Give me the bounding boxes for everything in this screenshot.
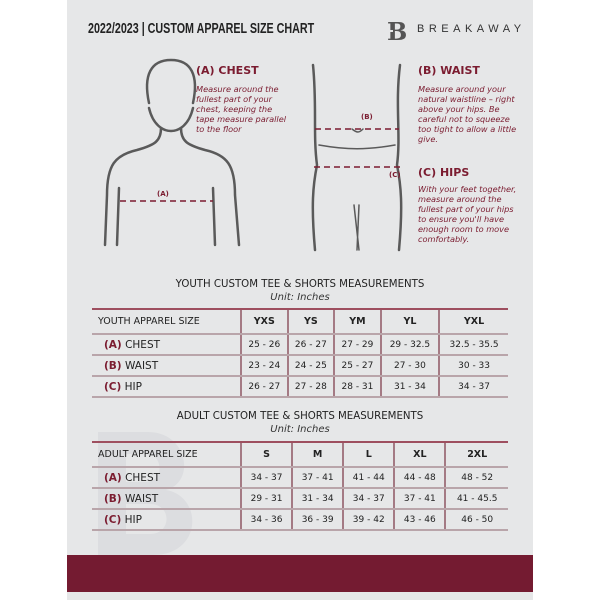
table-row: (A) CHEST 34 - 37 37 - 41 41 - 44 44 - 48 48 …	[92, 466, 508, 489]
measurement-cell: 32.5 - 35.5	[438, 333, 508, 356]
measurement-cell: 34 - 37	[342, 487, 395, 510]
table-row: (A) CHEST 25 - 26 26 - 27 27 - 29 29 - 32.5 3…	[92, 333, 508, 356]
measurement-cell: 30 - 33	[438, 354, 508, 377]
measurement-cell: 44 - 48	[393, 466, 446, 489]
measurement-cell: 34 - 37	[239, 466, 293, 489]
adult-table-unit: Unit: Inches	[270, 424, 330, 435]
measurement-cell: 39 - 42	[342, 508, 395, 531]
measurement-cell: 29 - 32.5	[379, 333, 440, 356]
measurement-cell: 26 - 27	[240, 375, 288, 398]
measurement-cell: 37 - 41	[291, 466, 344, 489]
size-column-header: YL	[379, 308, 440, 335]
table-header-row: YOUTH APPAREL SIZE YXS YS YM YL YXL	[92, 308, 508, 335]
hips-instructions: With your feet together, measure around …	[418, 184, 517, 244]
measurement-cell: 26 - 27	[286, 333, 335, 356]
chest-title: (A) CHEST	[196, 64, 259, 77]
breakaway-logo: B	[383, 18, 407, 44]
measurement-label: (A) CHEST	[92, 466, 241, 489]
lower-body-outline-icon	[311, 63, 403, 252]
measurement-cell: 25 - 26	[240, 333, 288, 356]
table-row: (C) HIP 26 - 27 27 - 28 28 - 31 31 - 34 34 - …	[92, 375, 508, 398]
measurement-cell: 46 - 50	[444, 508, 508, 531]
size-column-header: YS	[286, 308, 335, 335]
hips-marker: (C)	[389, 171, 401, 179]
table-header-row: ADULT APPAREL SIZE S M L XL 2XL	[92, 441, 508, 468]
size-column-header: M	[291, 441, 344, 468]
measurement-cell: 34 - 36	[239, 508, 293, 531]
measurement-cell: 37 - 41	[393, 487, 446, 510]
measurement-cell: 27 - 28	[286, 375, 335, 398]
size-column-header: L	[342, 441, 395, 468]
measurement-label: (B) WAIST	[92, 354, 241, 377]
measurement-cell: 31 - 34	[291, 487, 344, 510]
measurement-cell: 27 - 29	[333, 333, 381, 356]
measurement-cell: 41 - 44	[342, 466, 395, 489]
measurement-cell: 31 - 34	[379, 375, 440, 398]
measurement-cell: 27 - 30	[379, 354, 440, 377]
youth-size-table: YOUTH APPAREL SIZE YXS YS YM YL YXL (A) CHEST 2…	[92, 308, 508, 398]
size-column-header: YXL	[438, 308, 508, 335]
table-row: (C) HIP 34 - 36 36 - 39 39 - 42 43 - 46 46 - …	[92, 508, 508, 531]
youth-table-title: YOUTH CUSTOM TEE & SHORTS MEASUREMENTS	[175, 279, 425, 290]
adult-table-title: ADULT CUSTOM TEE & SHORTS MEASUREMENTS	[176, 411, 424, 422]
waist-marker: (B)	[361, 113, 373, 121]
measurement-cell: 28 - 31	[333, 375, 381, 398]
waist-title: (B) WAIST	[418, 64, 480, 77]
measurement-label: (A) CHEST	[92, 333, 241, 356]
upper-body-outline-icon	[103, 58, 241, 247]
measurement-label: (C) HIP	[92, 375, 241, 398]
size-column-header: YXS	[240, 308, 288, 335]
svg-text:B: B	[387, 18, 407, 44]
table-row: (B) WAIST 29 - 31 31 - 34 34 - 37 37 - 41 41 …	[92, 487, 508, 510]
measurement-cell: 29 - 31	[239, 487, 293, 510]
waist-instructions: Measure around your natural waistline – …	[418, 84, 517, 144]
measurement-cell: 41 - 45.5	[444, 487, 508, 510]
measurement-label: (C) HIP	[92, 508, 241, 531]
size-column-header: XL	[393, 441, 446, 468]
size-label-header: ADULT APPAREL SIZE	[92, 441, 241, 468]
measurement-cell: 25 - 27	[333, 354, 381, 377]
table-row: (B) WAIST 23 - 24 24 - 25 25 - 27 27 - 30 30 …	[92, 354, 508, 377]
size-column-header: YM	[333, 308, 381, 335]
measurement-label: (B) WAIST	[92, 487, 241, 510]
youth-table-unit: Unit: Inches	[270, 292, 330, 303]
brand-name: BREAKAWAY	[417, 23, 526, 35]
adult-size-table: ADULT APPAREL SIZE S M L XL 2XL (A) CHEST 34 - …	[92, 441, 508, 531]
size-column-header: 2XL	[444, 441, 508, 468]
size-label-header: YOUTH APPAREL SIZE	[92, 308, 241, 335]
hips-title: (C) HIPS	[418, 166, 470, 179]
measurement-cell: 23 - 24	[240, 354, 288, 377]
footer-band	[67, 555, 533, 592]
measurement-cell: 43 - 46	[393, 508, 446, 531]
page-title: 2022/2023 | CUSTOM APPAREL SIZE CHART	[88, 21, 315, 37]
measurement-cell: 48 - 52	[444, 466, 508, 489]
chest-marker: (A)	[157, 190, 169, 198]
body-measurement-figures	[103, 58, 403, 252]
measurement-cell: 36 - 39	[291, 508, 344, 531]
size-column-header: S	[239, 441, 293, 468]
measurement-cell: 34 - 37	[438, 375, 508, 398]
chest-instructions: Measure around the fullest part of your …	[196, 84, 287, 134]
measurement-cell: 24 - 25	[286, 354, 335, 377]
